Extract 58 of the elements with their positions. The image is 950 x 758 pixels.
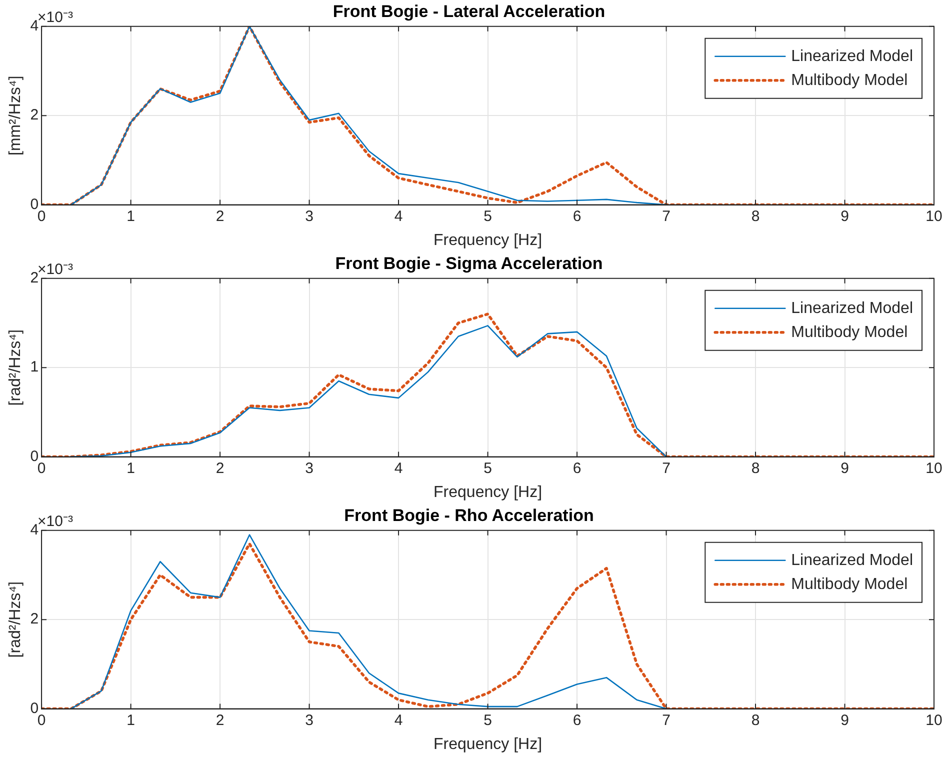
chart-title: Front Bogie - Sigma Acceleration — [335, 254, 603, 273]
x-tick-label: 8 — [751, 712, 760, 729]
x-tick-label: 3 — [305, 208, 314, 225]
y-tick-label: 4 — [30, 522, 39, 539]
x-tick-label: 8 — [751, 460, 760, 477]
x-tick-label: 7 — [662, 712, 670, 729]
x-tick-label: 3 — [305, 712, 314, 729]
chart-title: Front Bogie - Rho Acceleration — [344, 506, 594, 525]
x-tick-label: 4 — [394, 712, 403, 729]
x-axis-title: Frequency [Hz] — [434, 736, 542, 753]
x-tick-label: 10 — [926, 460, 942, 477]
legend-label: Multibody Model — [791, 576, 908, 593]
y-tick-label: 0 — [30, 448, 39, 465]
x-tick-label: 5 — [484, 712, 492, 729]
x-tick-label: 5 — [484, 460, 492, 477]
x-tick-label: 7 — [662, 460, 670, 477]
x-tick-label: 6 — [572, 208, 582, 225]
chart-title: Front Bogie - Lateral Acceleration — [332, 2, 606, 21]
x-tick-label: 9 — [840, 460, 849, 477]
text: ×10⁻³ — [38, 9, 73, 26]
y-axis-title: [rad²/Hzs⁴] — [7, 581, 24, 658]
x-tick-label: 1 — [126, 208, 135, 225]
x-tick-label: 2 — [216, 712, 224, 729]
x-tick-label: 10 — [926, 208, 942, 225]
legend-label: Linearized Model — [791, 552, 914, 569]
y-tick-label: 2 — [30, 610, 39, 628]
x-tick-label: 3 — [305, 460, 314, 477]
x-tick-label: 9 — [840, 712, 849, 729]
y-tick-label: 2 — [30, 106, 39, 124]
x-tick-label: 8 — [751, 208, 760, 225]
x-axis-title: Frequency [Hz] — [434, 232, 542, 249]
y-axis-title: [rad²/Hzs⁴] — [7, 329, 24, 406]
x-tick-label: 1 — [126, 712, 135, 729]
y-tick-label: 0 — [30, 700, 39, 717]
x-tick-label: 2 — [216, 208, 224, 225]
x-axis-title: Frequency [Hz] — [434, 484, 542, 501]
x-tick-label: 2 — [216, 460, 224, 477]
x-tick-label: 10 — [926, 712, 942, 729]
text: ×10⁻³ — [38, 513, 73, 530]
x-tick-label: 4 — [394, 460, 403, 477]
y-tick-label: 2 — [30, 270, 39, 287]
x-tick-label: 1 — [126, 460, 135, 477]
y-tick-label: 1 — [30, 358, 39, 376]
x-tick-label: 6 — [572, 712, 582, 729]
text: ×10⁻³ — [38, 261, 73, 278]
x-tick-label: 4 — [394, 208, 403, 225]
x-tick-label: 5 — [484, 208, 492, 225]
x-tick-label: 7 — [662, 208, 670, 225]
line-series — [42, 26, 934, 205]
x-tick-label: 6 — [572, 460, 582, 477]
legend-label: Linearized Model — [791, 300, 914, 317]
y-axis-title: [mm²/Hzs⁴] — [7, 76, 24, 156]
y-tick-label: 0 — [30, 196, 39, 213]
y-tick-label: 4 — [30, 18, 39, 35]
legend-label: Linearized Model — [791, 48, 914, 65]
legend-label: Multibody Model — [791, 72, 908, 89]
x-tick-label: 9 — [840, 208, 849, 225]
legend-label: Multibody Model — [791, 324, 908, 341]
